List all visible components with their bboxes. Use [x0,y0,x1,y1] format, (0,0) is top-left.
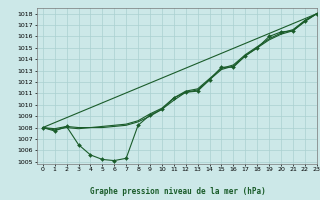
Text: Graphe pression niveau de la mer (hPa): Graphe pression niveau de la mer (hPa) [90,187,266,196]
